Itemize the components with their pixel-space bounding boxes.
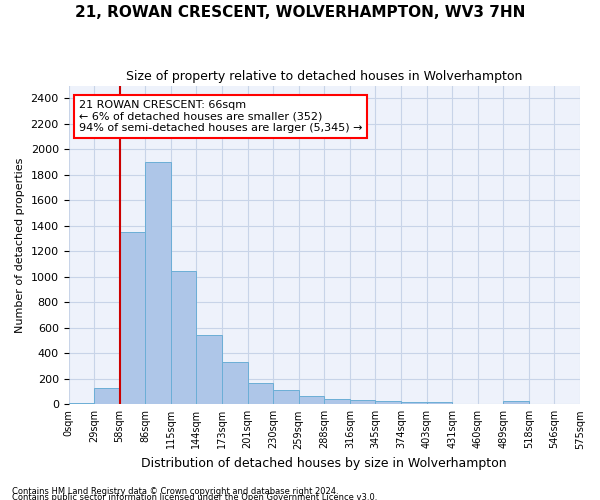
Bar (248, 384, 273, 404)
Bar (145, 162, 171, 404)
Bar (376, 401, 401, 404)
Bar (299, 396, 324, 404)
Y-axis label: Number of detached properties: Number of detached properties (15, 157, 25, 332)
Bar (196, 335, 222, 404)
Bar (68, 403, 94, 404)
Title: Size of property relative to detached houses in Wolverhampton: Size of property relative to detached ho… (126, 70, 523, 83)
Bar (119, 232, 145, 404)
Bar (222, 362, 248, 405)
Bar (273, 390, 299, 404)
Bar (401, 402, 427, 404)
Bar (350, 400, 376, 404)
Text: Contains HM Land Registry data © Crown copyright and database right 2024.: Contains HM Land Registry data © Crown c… (12, 487, 338, 496)
Bar (324, 399, 350, 404)
Bar (427, 402, 452, 404)
Text: 21, ROWAN CRESCENT, WOLVERHAMPTON, WV3 7HN: 21, ROWAN CRESCENT, WOLVERHAMPTON, WV3 7… (75, 5, 525, 20)
Text: 21 ROWAN CRESCENT: 66sqm
← 6% of detached houses are smaller (352)
94% of semi-d: 21 ROWAN CRESCENT: 66sqm ← 6% of detache… (79, 100, 362, 133)
Bar (503, 401, 529, 404)
Bar (94, 388, 119, 404)
Text: Contains public sector information licensed under the Open Government Licence v3: Contains public sector information licen… (12, 492, 377, 500)
Bar (171, 271, 196, 404)
X-axis label: Distribution of detached houses by size in Wolverhampton: Distribution of detached houses by size … (142, 457, 507, 470)
